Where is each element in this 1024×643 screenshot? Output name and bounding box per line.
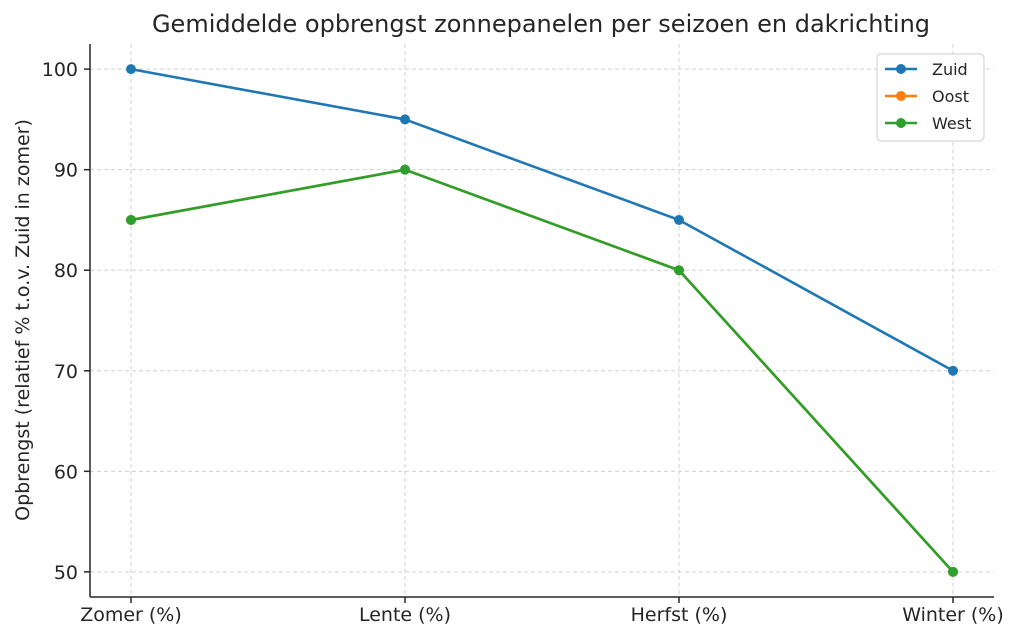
data-point: [948, 566, 958, 577]
data-point: [400, 114, 410, 125]
data-point: [400, 164, 410, 175]
legend-marker: [896, 91, 906, 101]
y-axis-label: Opbrengst (relatief % t.o.v. Zuid in zom…: [12, 119, 34, 521]
series-line: [129, 67, 955, 373]
x-tick-label: Lente (%): [359, 604, 451, 626]
data-point: [674, 214, 684, 225]
axes: 50 60 70 80 90 100 Zomer (%) Lente (%) Herfst (%…: [42, 44, 1004, 626]
y-tick-label: 70: [54, 361, 78, 383]
x-tick-label: Winter (%): [902, 604, 1004, 626]
series-zuid: [126, 64, 958, 376]
legend-marker: [896, 118, 906, 128]
x-tick-label: Zomer (%): [80, 604, 182, 626]
series-layer: [126, 64, 958, 577]
legend: Zuid Oost West: [876, 53, 985, 142]
legend-label: Oost: [932, 87, 969, 106]
y-tick-label: 100: [42, 59, 78, 81]
y-tick-label: 90: [54, 160, 78, 182]
legend-marker: [896, 64, 906, 74]
data-point: [126, 64, 136, 75]
series-line: [129, 168, 955, 574]
chart-title: Gemiddelde opbrengst zonnepanelen per se…: [152, 10, 930, 38]
legend-label: West: [932, 114, 971, 133]
series-west: [126, 164, 958, 577]
y-tick-label: 60: [54, 461, 78, 483]
data-point: [674, 265, 684, 276]
data-point: [948, 365, 958, 376]
data-point: [126, 214, 136, 225]
legend-label: Zuid: [932, 60, 968, 79]
y-tick-label: 80: [54, 260, 78, 282]
y-tick-label: 50: [54, 562, 78, 584]
x-tick-label: Herfst (%): [631, 604, 728, 626]
grid: [90, 44, 994, 597]
